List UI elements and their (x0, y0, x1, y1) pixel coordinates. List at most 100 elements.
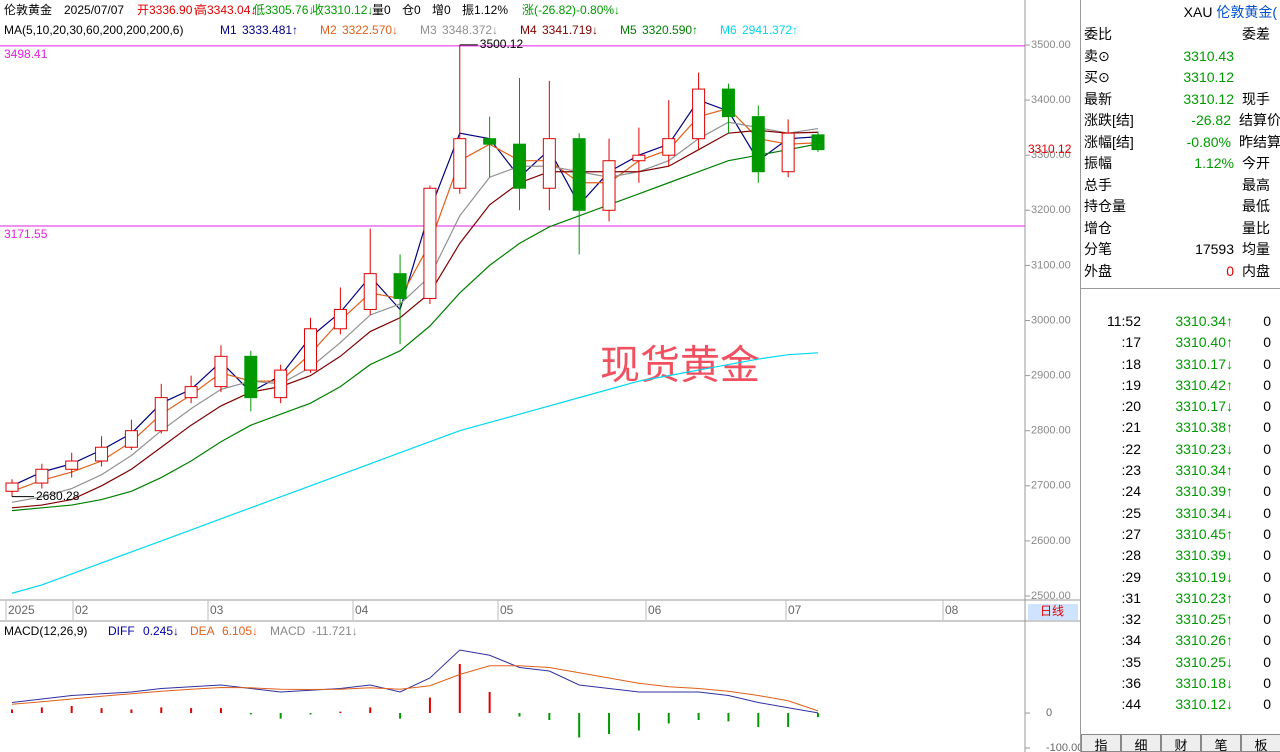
candle-body (662, 138, 676, 156)
candle-body (512, 143, 526, 189)
trade-row: :24 3310.39↑ 0 (1081, 481, 1280, 502)
y-tick-label: 2500.00 (1031, 590, 1071, 602)
quote-cell (1156, 175, 1234, 197)
ma-value: 3322.570↓ (342, 23, 398, 37)
tab[interactable]: 指 (1081, 734, 1121, 752)
candle-body (333, 308, 347, 330)
quote-cell: 增仓 (1084, 219, 1112, 236)
trade-row: :32 3310.25↑ 0 (1081, 609, 1280, 630)
quote-cell: -26.82 (1191, 112, 1231, 128)
trade-cell: :27 (1121, 525, 1141, 542)
trades: 11:52 3310.34↑ 0:17 3310.40↑ 0:18 3310.17↓ 0:1… (1081, 311, 1280, 716)
trade-row: :35 3310.25↓ 0 (1081, 652, 1280, 673)
candle-body (423, 187, 437, 299)
quote-row: 持仓量 最低 (1081, 196, 1280, 218)
candle-body (542, 138, 556, 189)
quote-cell: 买⊙ (1084, 69, 1110, 85)
y-tick-label: 3500.00 (1031, 39, 1071, 51)
tab[interactable]: 细 (1121, 734, 1161, 752)
y-tick-label: 2700.00 (1031, 480, 1071, 492)
quote-cell: 总手 (1084, 176, 1112, 193)
ma-line (11, 129, 819, 509)
trade-row: :25 3310.34↓ 0 (1081, 503, 1280, 524)
candle-body (811, 134, 825, 151)
quote-cell: 现手 (1242, 90, 1270, 107)
ma-value: 2941.372↑ (742, 23, 798, 37)
candle-body (572, 138, 586, 211)
trade-cell: 11:52 (1107, 313, 1141, 329)
trade-row: :18 3310.17↓ 0 (1081, 354, 1280, 375)
quote-row: 涨幅[结] -0.80% 昨结算 (1081, 132, 1280, 154)
macd-line (11, 649, 819, 714)
trade-cell: 3310.23↓ (1175, 440, 1233, 457)
period[interactable]: 日线 (1040, 604, 1064, 618)
x-label: 04 (355, 603, 369, 617)
trade-cell: :28 (1121, 547, 1141, 564)
trade-cell: 0 (1263, 398, 1271, 415)
candle-body (35, 468, 49, 484)
trade-cell: 0 (1263, 653, 1271, 670)
watermark: 现货黄金 (600, 344, 760, 388)
ma-legend: M1 (220, 23, 237, 37)
trade-cell: :24 (1121, 483, 1141, 500)
hline-label: 3171.55 (4, 227, 48, 241)
candle-body (154, 397, 168, 432)
quote-cell: 最低 (1242, 198, 1270, 214)
trade-cell: 3310.34↓ (1175, 504, 1233, 521)
ma-value: 3320.590↑ (642, 23, 698, 37)
tab[interactable]: 财 (1161, 734, 1201, 752)
x-label: 02 (75, 603, 89, 617)
candle-body (214, 355, 228, 388)
quote-row: 外盘 0 内盘 (1081, 261, 1280, 283)
quote-row: 振幅 1.12% 今开 (1081, 153, 1280, 175)
ma-line (11, 352, 819, 594)
trade-cell: 0 (1263, 525, 1271, 542)
ma-line (11, 143, 819, 512)
trade-cell: :22 (1121, 440, 1141, 457)
trade-cell: 0 (1263, 334, 1271, 351)
candle-body (453, 138, 467, 189)
trade-cell: :17 (1121, 334, 1141, 351)
quote-row: 增仓 量比 (1081, 218, 1280, 240)
macd-label: MACD(12,26,9) (4, 624, 87, 638)
header-title: 伦敦黄金 (4, 2, 52, 17)
trade-row: :44 3310.12↓ 0 (1081, 694, 1280, 715)
trade-cell: 0 (1263, 355, 1271, 372)
trade-cell: 0 (1263, 313, 1271, 329)
x-label: 2025 (8, 603, 35, 617)
trade-cell: 3310.42↑ (1175, 376, 1233, 393)
quote-cell: 1.12% (1194, 155, 1234, 171)
tab[interactable]: 板 (1241, 734, 1280, 752)
period-button[interactable] (1028, 604, 1078, 620)
trade-row: :28 3310.39↓ 0 (1081, 545, 1280, 566)
quote-cell: 0 (1226, 262, 1234, 279)
trade-cell: :36 (1121, 675, 1141, 692)
trade-cell: :19 (1121, 376, 1141, 393)
y-tick-label: 3200.00 (1031, 204, 1071, 216)
ma-legend: M6 (720, 23, 737, 37)
header-volume: 量0 (372, 3, 391, 17)
quote-cell: 涨跌[结] (1084, 112, 1134, 128)
candle-body (692, 88, 706, 140)
tab[interactable]: 笔 (1201, 734, 1241, 752)
quote-cell: 17593 (1195, 241, 1234, 257)
trade-cell: 3310.45↑ (1175, 525, 1233, 542)
x-label: 06 (648, 603, 662, 617)
candle-body (5, 482, 19, 492)
candle-body (184, 386, 198, 399)
quote-cell: 3310.12 (1183, 90, 1234, 107)
quote-cell: 委比 (1084, 26, 1112, 42)
trade-cell: 0 (1263, 632, 1271, 649)
trade-cell: :44 (1121, 696, 1141, 713)
macd-diff_label: 0.245↓ (143, 624, 179, 638)
ma-label: MA(5,10,20,30,60,200,200,200,6) (4, 23, 183, 37)
x-label: 07 (788, 603, 802, 617)
quote-cell (1156, 218, 1234, 240)
quote-cell: 3310.12 (1183, 69, 1234, 85)
quote-cell (1234, 46, 1242, 68)
trade-cell: :34 (1121, 632, 1141, 649)
quote-cell: 均量 (1242, 241, 1270, 257)
trade-row: :20 3310.17↓ 0 (1081, 396, 1280, 417)
ma-value: 3333.481↑ (242, 23, 298, 37)
